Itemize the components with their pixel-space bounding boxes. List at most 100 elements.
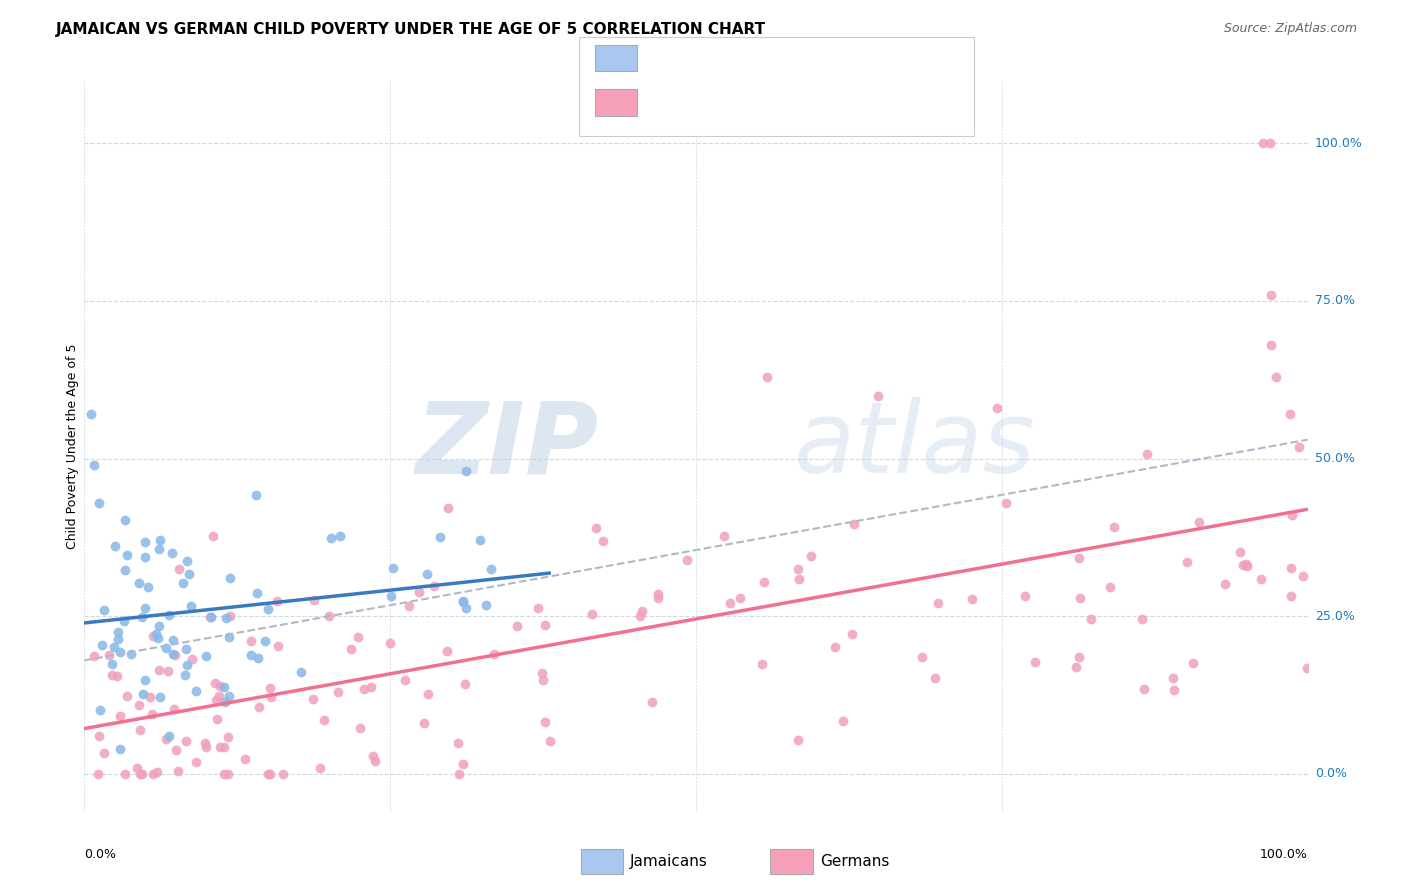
Point [301, 692, 323, 706]
Point [129, 767, 152, 781]
Text: 75.0%: 75.0% [1315, 294, 1355, 308]
Point [142, 767, 165, 781]
Point [1258, 136, 1281, 151]
Point [245, 488, 267, 502]
Point [482, 648, 505, 662]
Point [218, 608, 240, 623]
Point [531, 673, 554, 687]
Point [180, 652, 202, 666]
Point [217, 731, 239, 745]
Point [451, 756, 474, 771]
Point [218, 689, 240, 703]
Text: N = 74: N = 74 [823, 49, 887, 67]
Point [756, 369, 779, 384]
Text: Germans: Germans [820, 855, 889, 869]
Point [254, 633, 277, 648]
Point [1236, 559, 1258, 574]
Point [381, 561, 404, 575]
Point [98, 648, 121, 663]
Text: R = 0.204: R = 0.204 [645, 49, 744, 67]
Point [423, 579, 446, 593]
Point [1279, 561, 1302, 575]
Point [924, 671, 946, 685]
Text: 0.0%: 0.0% [1315, 767, 1347, 780]
Text: 100.0%: 100.0% [1315, 136, 1362, 150]
Point [83, 648, 105, 663]
Point [136, 580, 159, 594]
Point [83, 458, 105, 472]
Point [132, 687, 155, 701]
Point [259, 681, 281, 695]
Point [198, 609, 221, 624]
Point [309, 761, 332, 775]
Point [1229, 544, 1251, 558]
Point [360, 680, 382, 694]
Point [526, 601, 548, 615]
Point [1136, 447, 1159, 461]
Point [89, 703, 111, 717]
Point [134, 549, 156, 564]
Point [218, 630, 240, 644]
Point [208, 689, 231, 703]
Point [208, 679, 231, 693]
Point [93, 603, 115, 617]
Text: 25.0%: 25.0% [1315, 610, 1355, 623]
Point [174, 668, 197, 682]
Point [585, 521, 607, 535]
Point [90, 638, 112, 652]
Point [436, 644, 458, 658]
Point [533, 715, 555, 730]
Point [186, 756, 208, 770]
Point [449, 767, 471, 781]
Point [131, 609, 153, 624]
Point [101, 667, 124, 681]
Point [257, 602, 280, 616]
Point [451, 594, 474, 608]
Point [128, 723, 150, 737]
Point [204, 693, 226, 707]
Point [416, 566, 439, 581]
Point [101, 657, 124, 671]
Point [177, 567, 200, 582]
Point [1213, 577, 1236, 591]
Point [1175, 555, 1198, 569]
Text: R = 0.272: R = 0.272 [645, 94, 744, 112]
Point [1288, 440, 1310, 454]
Point [120, 647, 142, 661]
Y-axis label: Child Poverty Under the Age of 5: Child Poverty Under the Age of 5 [66, 343, 79, 549]
Point [454, 601, 477, 615]
Point [1067, 551, 1090, 566]
Point [581, 607, 603, 622]
Point [246, 585, 269, 599]
Point [429, 531, 451, 545]
Point [347, 631, 370, 645]
Point [146, 765, 169, 780]
Point [454, 464, 477, 478]
Point [148, 619, 170, 633]
Point [87, 767, 110, 781]
Point [531, 666, 554, 681]
Point [104, 539, 127, 553]
Point [927, 596, 949, 610]
Point [1130, 612, 1153, 626]
Point [110, 741, 132, 756]
Point [911, 650, 934, 665]
Point [751, 657, 773, 671]
Point [134, 673, 156, 688]
Point [1232, 558, 1254, 572]
Point [676, 552, 699, 566]
Point [1265, 369, 1288, 384]
Point [1067, 650, 1090, 665]
Point [986, 401, 1008, 416]
Point [1024, 655, 1046, 669]
Point [201, 529, 224, 543]
Point [267, 640, 290, 654]
Text: 50.0%: 50.0% [1315, 452, 1355, 465]
Point [728, 591, 751, 606]
Point [169, 562, 191, 576]
Point [349, 722, 371, 736]
Point [534, 618, 557, 632]
Point [1188, 515, 1211, 529]
Point [107, 624, 129, 639]
Point [165, 743, 187, 757]
